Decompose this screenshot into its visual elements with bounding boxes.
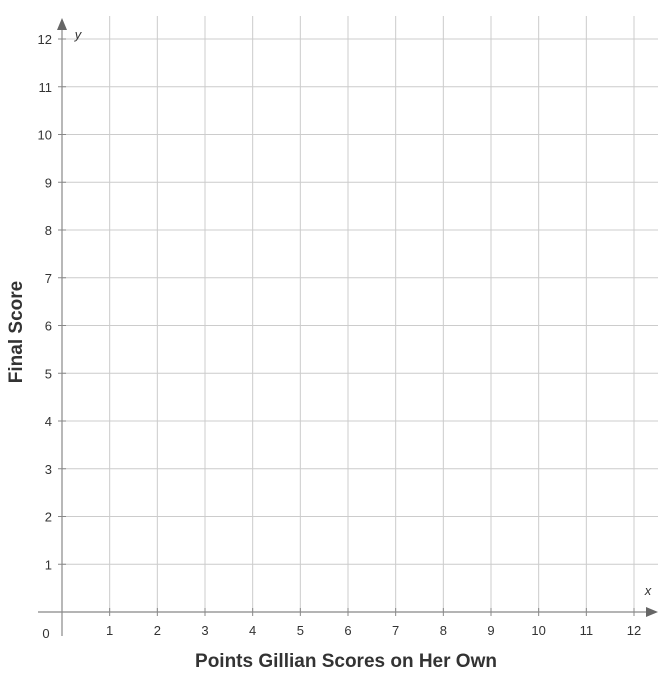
y-tick-label-5: 5 xyxy=(45,366,52,381)
x-tick-label-4: 4 xyxy=(249,623,256,638)
x-tick-label-11: 11 xyxy=(580,623,594,638)
y-tick-label-11: 11 xyxy=(39,80,53,95)
x-axis-arrow xyxy=(646,607,658,617)
x-tick-label-5: 5 xyxy=(297,623,304,638)
x-tick-label-3: 3 xyxy=(201,623,208,638)
y-axis-variable-label: y xyxy=(74,27,83,42)
origin-label: 0 xyxy=(42,626,49,641)
y-tick-label-7: 7 xyxy=(45,271,52,286)
x-tick-label-10: 10 xyxy=(531,623,545,638)
axes xyxy=(38,18,658,636)
ticks xyxy=(58,38,635,616)
y-tick-label-6: 6 xyxy=(45,319,52,334)
y-tick-label-12: 12 xyxy=(38,32,52,47)
x-tick-label-6: 6 xyxy=(344,623,351,638)
x-tick-label-8: 8 xyxy=(440,623,447,638)
y-tick-label-8: 8 xyxy=(45,223,52,238)
y-tick-label-10: 10 xyxy=(38,128,52,143)
x-axis-variable-label: x xyxy=(644,583,652,598)
y-tick-label-9: 9 xyxy=(45,175,52,190)
y-tick-label-2: 2 xyxy=(45,510,52,525)
y-axis-arrow xyxy=(57,18,67,30)
y-tick-label-3: 3 xyxy=(45,462,52,477)
y-axis-title: Final Score xyxy=(6,281,27,383)
x-tick-label-9: 9 xyxy=(487,623,494,638)
x-tick-label-2: 2 xyxy=(154,623,161,638)
x-tick-label-7: 7 xyxy=(392,623,399,638)
x-axis-title: Points Gillian Scores on Her Own xyxy=(195,651,497,672)
y-tick-label-1: 1 xyxy=(45,557,52,572)
grid xyxy=(62,16,658,612)
x-tick-label-12: 12 xyxy=(627,623,641,638)
y-tick-label-4: 4 xyxy=(45,414,52,429)
x-tick-label-1: 1 xyxy=(106,623,113,638)
